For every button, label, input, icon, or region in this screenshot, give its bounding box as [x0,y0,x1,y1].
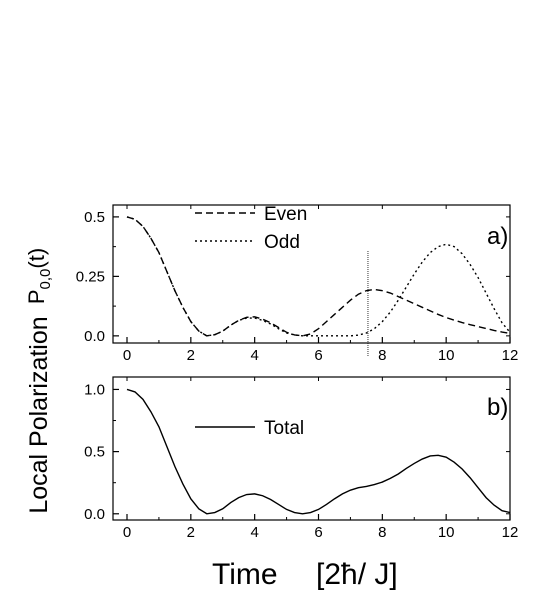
ylabel-subscript: 0,0 [37,269,54,290]
x-tick-label: 4 [250,347,258,364]
series-line-even [126,216,511,337]
y-tick-label: 0.5 [84,209,105,226]
y-tick-label: 0.0 [84,328,105,345]
x-tick-label: 8 [378,524,386,541]
series-line-total [126,388,511,515]
ylabel-main: P [24,289,49,304]
y-tick-label: 0.0 [84,506,105,523]
panel-b-label: b) [487,394,508,421]
panel-b-ticks: 0 2 4 6 8 10 12 0.0 0.5 1.0 [84,377,518,541]
x-tick-label: 12 [502,524,519,541]
x-tick-label: 0 [123,524,131,541]
x-tick-label: 8 [378,347,386,364]
x-axis-unit: [2ħ/ J] [316,558,398,591]
x-tick-label: 0 [123,347,131,364]
panel-b-frame [112,376,511,521]
y-tick-label: 1.0 [84,381,105,398]
panel-b-series [126,388,511,515]
x-tick-label: 12 [502,347,519,364]
x-tick-label: 10 [438,524,455,541]
ylabel-argument: (t) [24,248,49,269]
legend-label-total: Total [264,418,304,439]
shared-ylabel: Local Polarization [25,316,53,513]
svg-text:P0,0(t): P0,0(t) [24,248,54,304]
panel-b: 0 2 4 6 8 10 12 0.0 0.5 1.0 b) Total [84,376,518,541]
legend-label-odd: Odd [264,232,300,253]
x-tick-label: 10 [438,347,455,364]
panel-a-ylabel: P0,0(t) [24,248,54,304]
x-axis-title: Time [212,558,278,591]
panel-a-series [126,216,511,337]
panel-b-legend: Total [195,418,304,439]
x-tick-label: 4 [250,524,258,541]
panel-a-ticks: 0 2 4 6 8 10 12 0.0 0.25 0.5 [76,205,519,364]
x-tick-label: 2 [187,347,195,364]
legend-label-even: Even [264,204,307,225]
panel-a-frame [112,204,511,344]
y-tick-label: 0.25 [76,268,105,285]
panel-a: 0 2 4 6 8 10 12 0.0 0.25 0.5 a) Even Odd P0,0(t) [24,204,518,364]
panel-a-label: a) [487,223,508,250]
panel-a-legend: Even Odd [195,204,307,253]
series-line-odd [126,216,511,337]
x-tick-label: 6 [314,524,322,541]
x-tick-label: 6 [314,347,322,364]
y-tick-label: 0.5 [84,444,105,461]
x-tick-label: 2 [187,524,195,541]
